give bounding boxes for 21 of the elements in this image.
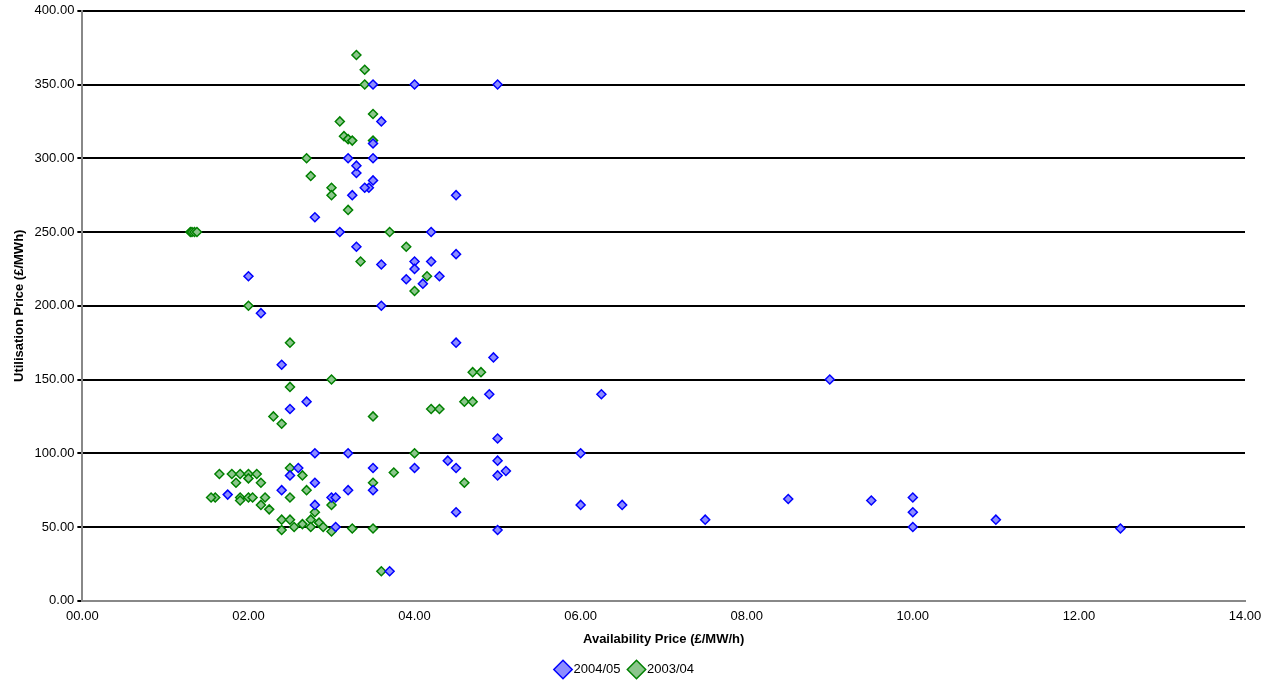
y-tick-label: 200.00 (34, 297, 75, 313)
x-tick-label: 04.00 (398, 608, 431, 624)
x-tick-label: 00.00 (66, 608, 99, 624)
y-tick-label: 100.00 (34, 444, 75, 460)
y-tick-label: 300.00 (34, 149, 75, 165)
y-tick-label: 150.00 (34, 371, 75, 387)
x-tick-label: 02.00 (232, 608, 265, 624)
x-tick-label: 14.00 (1228, 608, 1262, 624)
y-tick-label: 250.00 (34, 223, 75, 239)
x-tick-label: 12.00 (1062, 608, 1096, 624)
y-tick-label: 50.00 (41, 518, 75, 534)
x-tick-label: 10.00 (896, 608, 930, 624)
y-tick-label: 350.00 (34, 76, 75, 92)
legend-label: 2004/05 (573, 661, 621, 677)
x-tick-label: 06.00 (564, 608, 597, 624)
x-axis-title: Availability Price (£/MW/h) (583, 630, 745, 646)
y-tick-label: 0.00 (49, 592, 75, 608)
y-tick-label: 400.00 (34, 2, 75, 18)
y-axis-title: Utilisation Price (£/MWh) (11, 229, 27, 382)
legend-label: 2003/04 (647, 661, 694, 677)
x-tick-label: 08.00 (730, 608, 763, 624)
